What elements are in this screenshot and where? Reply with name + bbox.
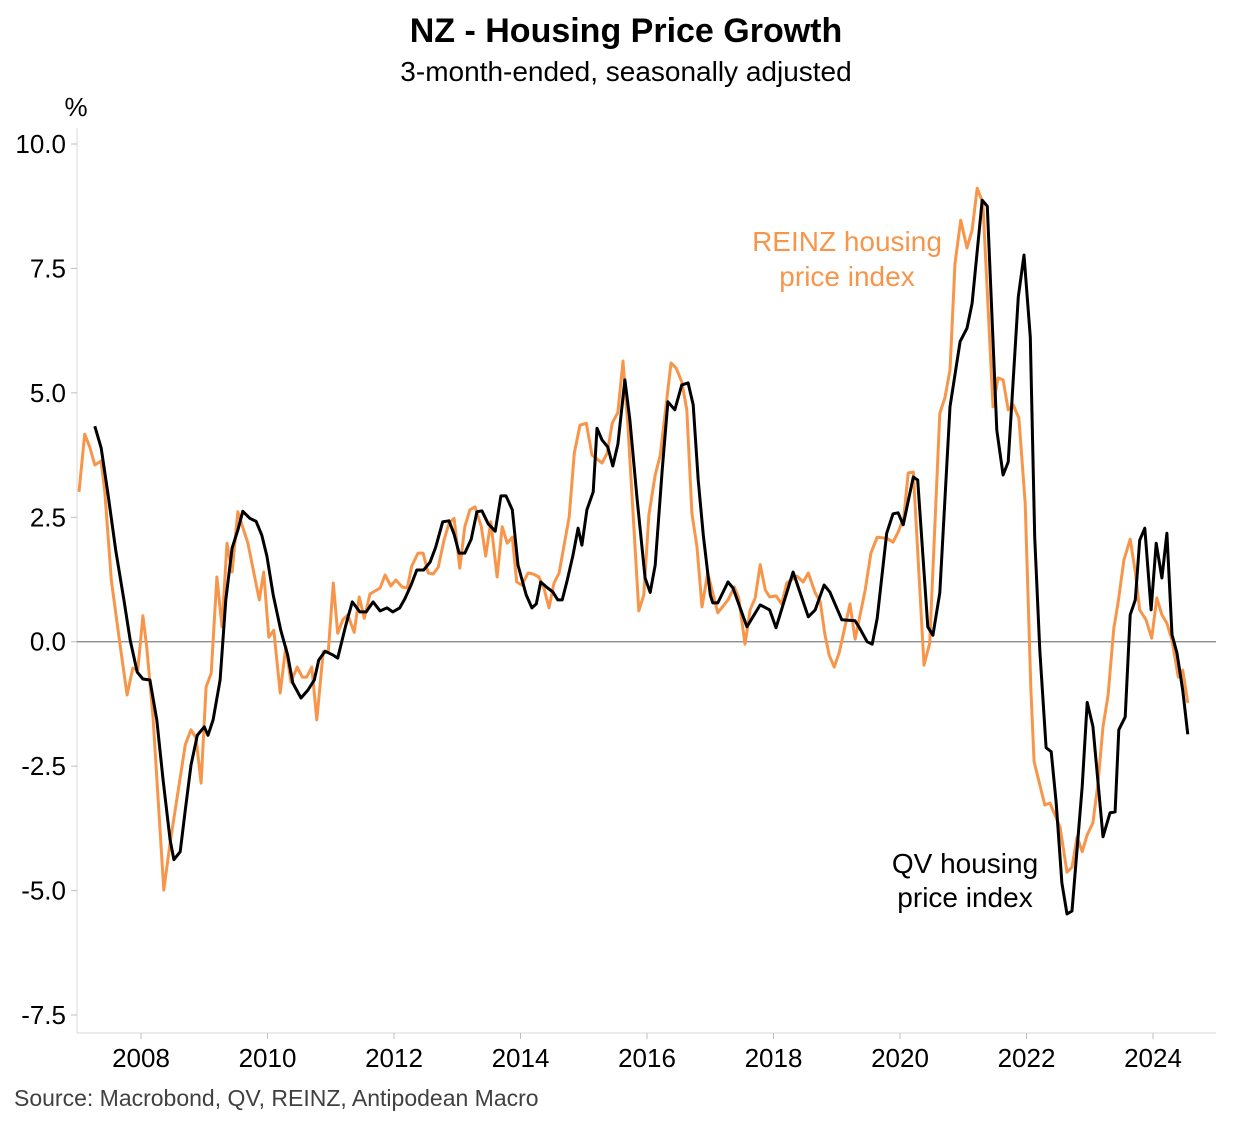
- reinz-annotation: REINZ housing price index: [752, 226, 942, 292]
- x-tick-label: 2016: [618, 1043, 676, 1073]
- x-tick-label: 2014: [492, 1043, 550, 1073]
- qv-annotation-line-2: price index: [897, 882, 1032, 913]
- x-tick-label: 2024: [1124, 1043, 1182, 1073]
- y-tick-label: -7.5: [21, 1000, 66, 1030]
- x-tick-label: 2018: [745, 1043, 803, 1073]
- y-tick-label: -5.0: [21, 876, 66, 906]
- x-tick-label: 2008: [112, 1043, 170, 1073]
- y-tick-label: -2.5: [21, 751, 66, 781]
- y-tick-label: 7.5: [30, 253, 66, 283]
- series-layer: [77, 186, 1190, 916]
- y-tick-label: 0.0: [30, 627, 66, 657]
- x-tick-label: 2022: [998, 1043, 1056, 1073]
- qv-annotation: QV housing price index: [892, 848, 1038, 913]
- qv-series-line: [93, 198, 1190, 916]
- chart-subtitle: 3-month-ended, seasonally adjusted: [400, 56, 851, 87]
- source-note: Source: Macrobond, QV, REINZ, Antipodean…: [14, 1085, 539, 1111]
- x-tick-label: 2010: [239, 1043, 297, 1073]
- chart-title: NZ - Housing Price Growth: [410, 12, 843, 50]
- y-axis: 10.0 7.5 5.0 2.5 0.0 -2.5 -5.0 -7.5: [15, 128, 1216, 1033]
- qv-annotation-line-1: QV housing: [892, 848, 1038, 879]
- y-tick-label: 2.5: [30, 502, 66, 532]
- y-axis-label: %: [64, 92, 87, 122]
- x-axis: 2008 2010 2012 2014 2016 2018 2020 2022 2024: [77, 1032, 1216, 1073]
- reinz-annotation-line-1: REINZ housing: [752, 226, 942, 257]
- y-tick-label: 5.0: [30, 378, 66, 408]
- x-tick-label: 2020: [871, 1043, 929, 1073]
- reinz-annotation-line-2: price index: [779, 261, 914, 292]
- x-tick-label: 2012: [365, 1043, 423, 1073]
- reinz-series-line: [77, 186, 1190, 892]
- y-tick-label: 10.0: [15, 129, 66, 159]
